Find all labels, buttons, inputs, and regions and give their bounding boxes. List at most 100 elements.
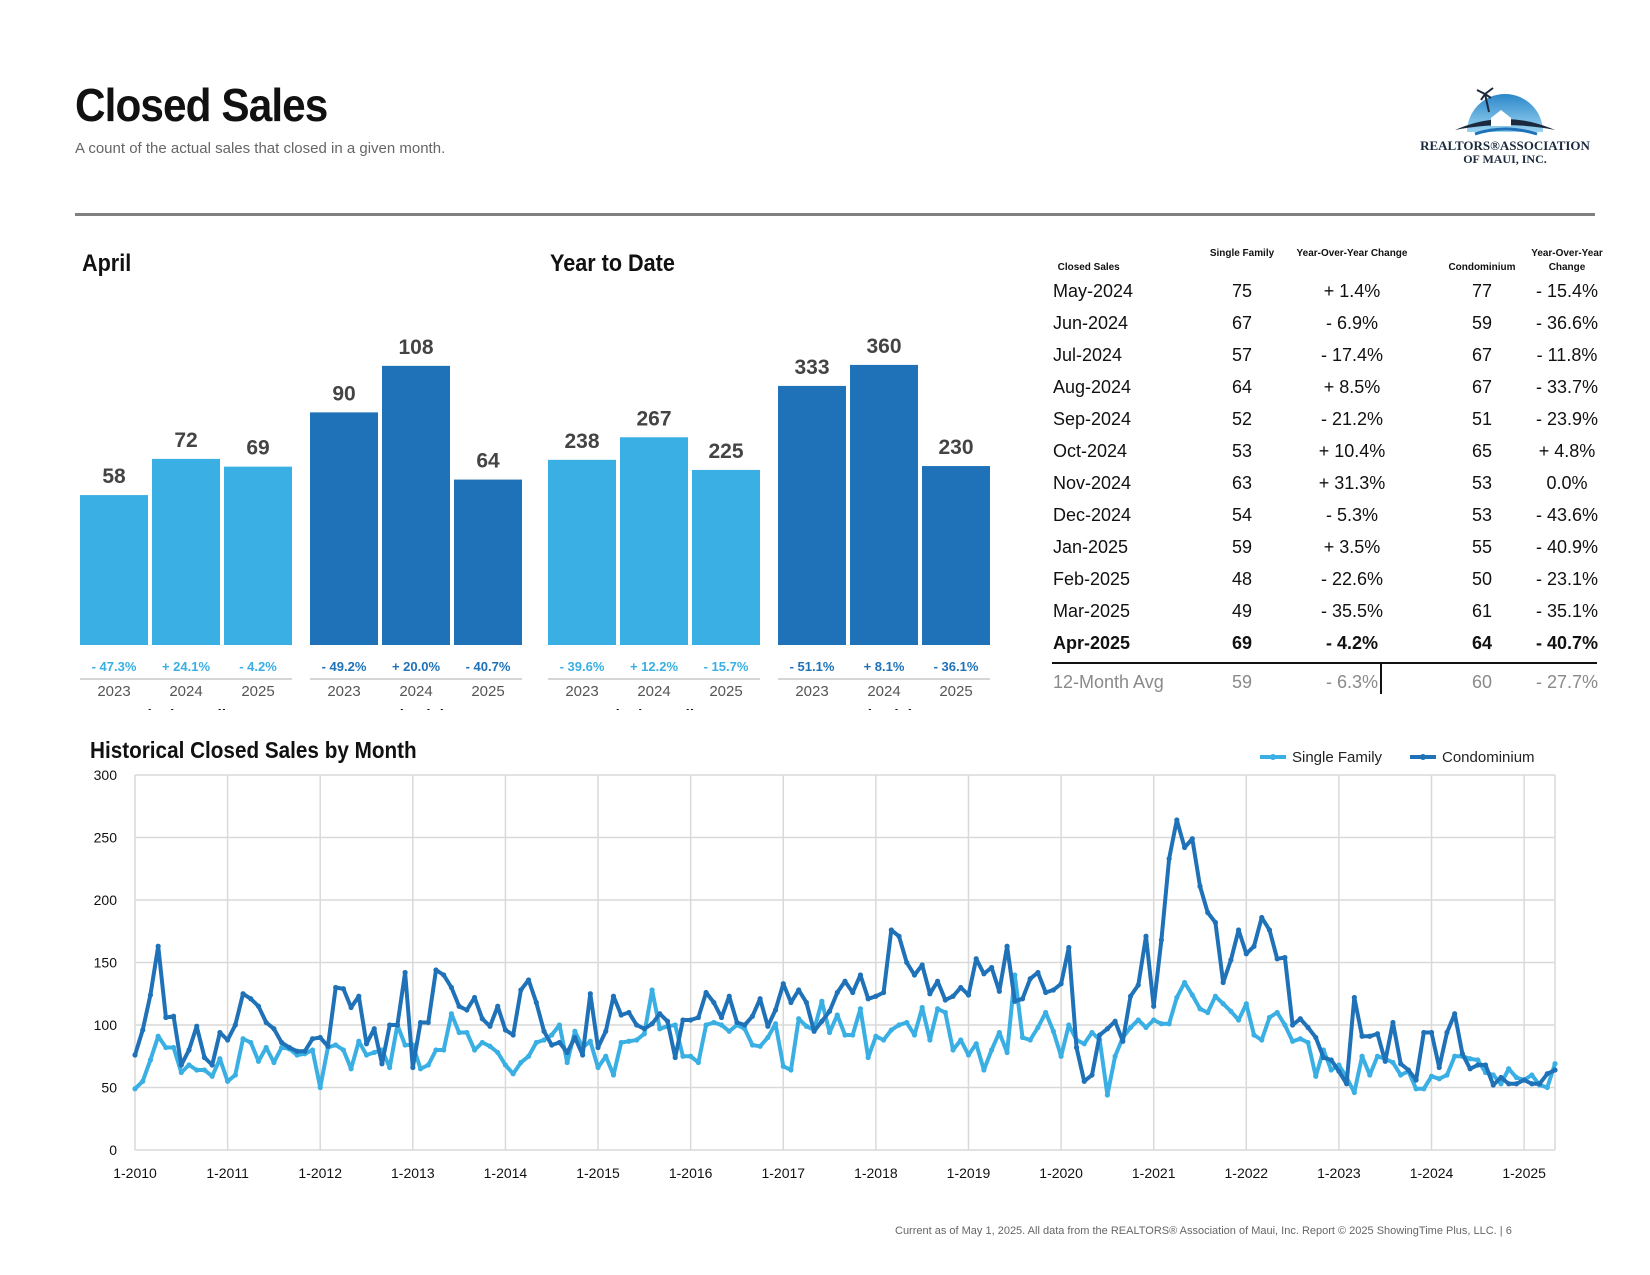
data-point	[356, 1038, 362, 1044]
bar-single-family-2023	[80, 495, 148, 645]
data-point	[525, 977, 532, 983]
data-point	[1235, 1017, 1242, 1023]
data-point	[1274, 1009, 1280, 1016]
data-point	[695, 1014, 701, 1021]
ytd-bar-chart: 238 - 39.6% 2023 267 + 12.2% 2024 225 - 15.7% 20…	[548, 335, 990, 710]
data-point	[919, 962, 925, 968]
data-point	[333, 984, 339, 991]
group-label: Single Family	[138, 707, 235, 710]
data-point	[634, 1022, 640, 1028]
bar-single-family-2025	[692, 469, 760, 645]
data-point	[1035, 1024, 1041, 1031]
data-point	[657, 1011, 663, 1017]
table-row: Mar-2025 49 - 35.5% 61 - 35.1%	[1052, 596, 1598, 628]
data-point	[1127, 1024, 1134, 1031]
table-cell: - 35.1%	[1535, 601, 1599, 621]
data-point	[1058, 981, 1064, 987]
table-row: 12-Month Avg 59 - 6.3% 60 - 27.7%	[1052, 667, 1598, 699]
data-point	[248, 996, 254, 1002]
data-point	[325, 1043, 331, 1049]
data-point	[1305, 1039, 1311, 1046]
legend-marker	[1270, 754, 1276, 760]
data-point	[495, 1003, 501, 1009]
data-point	[1498, 1081, 1504, 1087]
table-cell: 57	[1231, 345, 1253, 365]
x-tick-label: 1-2020	[1039, 1165, 1083, 1180]
data-point	[279, 1039, 285, 1046]
data-point	[896, 1022, 902, 1028]
table-cell: - 21.2%	[1320, 409, 1384, 429]
data-point	[1104, 1092, 1110, 1098]
y-tick-label: 200	[94, 892, 118, 908]
table-cell: Dec-2024	[1053, 505, 1132, 525]
change-label: + 12.2%	[630, 659, 679, 674]
table-cell: - 27.7%	[1535, 672, 1599, 692]
data-point	[911, 1032, 918, 1038]
change-label: - 15.7%	[704, 659, 749, 674]
data-point	[402, 969, 408, 976]
data-point	[1552, 1061, 1558, 1067]
data-point	[1382, 1058, 1388, 1064]
year-tick-label: 2023	[97, 683, 130, 700]
data-point	[1328, 1067, 1334, 1073]
data-point	[225, 1078, 231, 1084]
data-point	[240, 991, 246, 997]
data-point	[680, 1053, 686, 1059]
table-cell: 59	[1231, 672, 1253, 692]
data-point	[880, 989, 887, 996]
data-point	[1158, 1021, 1165, 1027]
year-tick-label: 2023	[327, 683, 360, 700]
data-point	[796, 987, 802, 993]
data-point	[495, 1049, 501, 1056]
year-tick-label: 2024	[867, 683, 900, 700]
data-point	[140, 1078, 146, 1084]
association-logo: REALTORS®ASSOCIATION OF MAUI, INC.	[1415, 72, 1595, 172]
data-point	[1421, 1029, 1427, 1036]
series-line-condominium	[133, 818, 1556, 1087]
data-point	[1251, 1032, 1257, 1038]
bar-condominium-2025	[454, 479, 522, 645]
y-tick-label: 100	[94, 1017, 118, 1033]
data-point	[433, 967, 439, 973]
data-point	[919, 1004, 925, 1011]
table-cell: 63	[1231, 473, 1253, 493]
data-point	[255, 1003, 262, 1009]
data-point	[1097, 1032, 1103, 1038]
year-tick-label: 2025	[709, 683, 742, 700]
data-point	[1089, 1029, 1095, 1036]
data-point	[703, 989, 709, 996]
table-cell: Nov-2024	[1053, 473, 1132, 493]
data-point	[811, 1028, 817, 1034]
ytd-title: Year to Date	[550, 250, 675, 277]
table-row: Jan-2025 59 + 3.5% 55 - 40.9%	[1052, 532, 1598, 564]
data-point	[1282, 954, 1288, 961]
year-tick-label: 2025	[241, 683, 274, 700]
table-cell: 69	[1231, 633, 1253, 653]
table-cell: 55	[1471, 537, 1493, 557]
year-tick-label: 2025	[939, 683, 972, 700]
year-tick-label: 2024	[169, 683, 202, 700]
data-point	[1498, 1074, 1504, 1081]
data-point	[1197, 1006, 1203, 1012]
table-cell: - 6.9%	[1325, 313, 1379, 333]
data-point	[865, 996, 871, 1002]
data-point	[1166, 856, 1172, 862]
table-cell: Jun-2024	[1053, 313, 1129, 333]
data-point	[271, 1026, 277, 1032]
footer-note: Current as of May 1, 2025. All data from…	[895, 1225, 1512, 1237]
data-point	[186, 1047, 192, 1053]
data-point	[155, 1033, 161, 1039]
data-point	[1205, 909, 1211, 916]
data-point	[425, 1062, 431, 1068]
data-point	[209, 1073, 215, 1079]
data-point	[965, 1052, 972, 1058]
data-point	[618, 1012, 624, 1018]
table-cell: + 1.4%	[1323, 281, 1381, 301]
bar-value-label: 108	[398, 336, 433, 359]
data-point	[1166, 1021, 1172, 1027]
data-point	[1444, 1072, 1450, 1078]
table-cell: - 23.9%	[1535, 409, 1599, 429]
data-point	[989, 1047, 995, 1053]
data-point	[1089, 1072, 1095, 1078]
data-point	[194, 1023, 200, 1029]
